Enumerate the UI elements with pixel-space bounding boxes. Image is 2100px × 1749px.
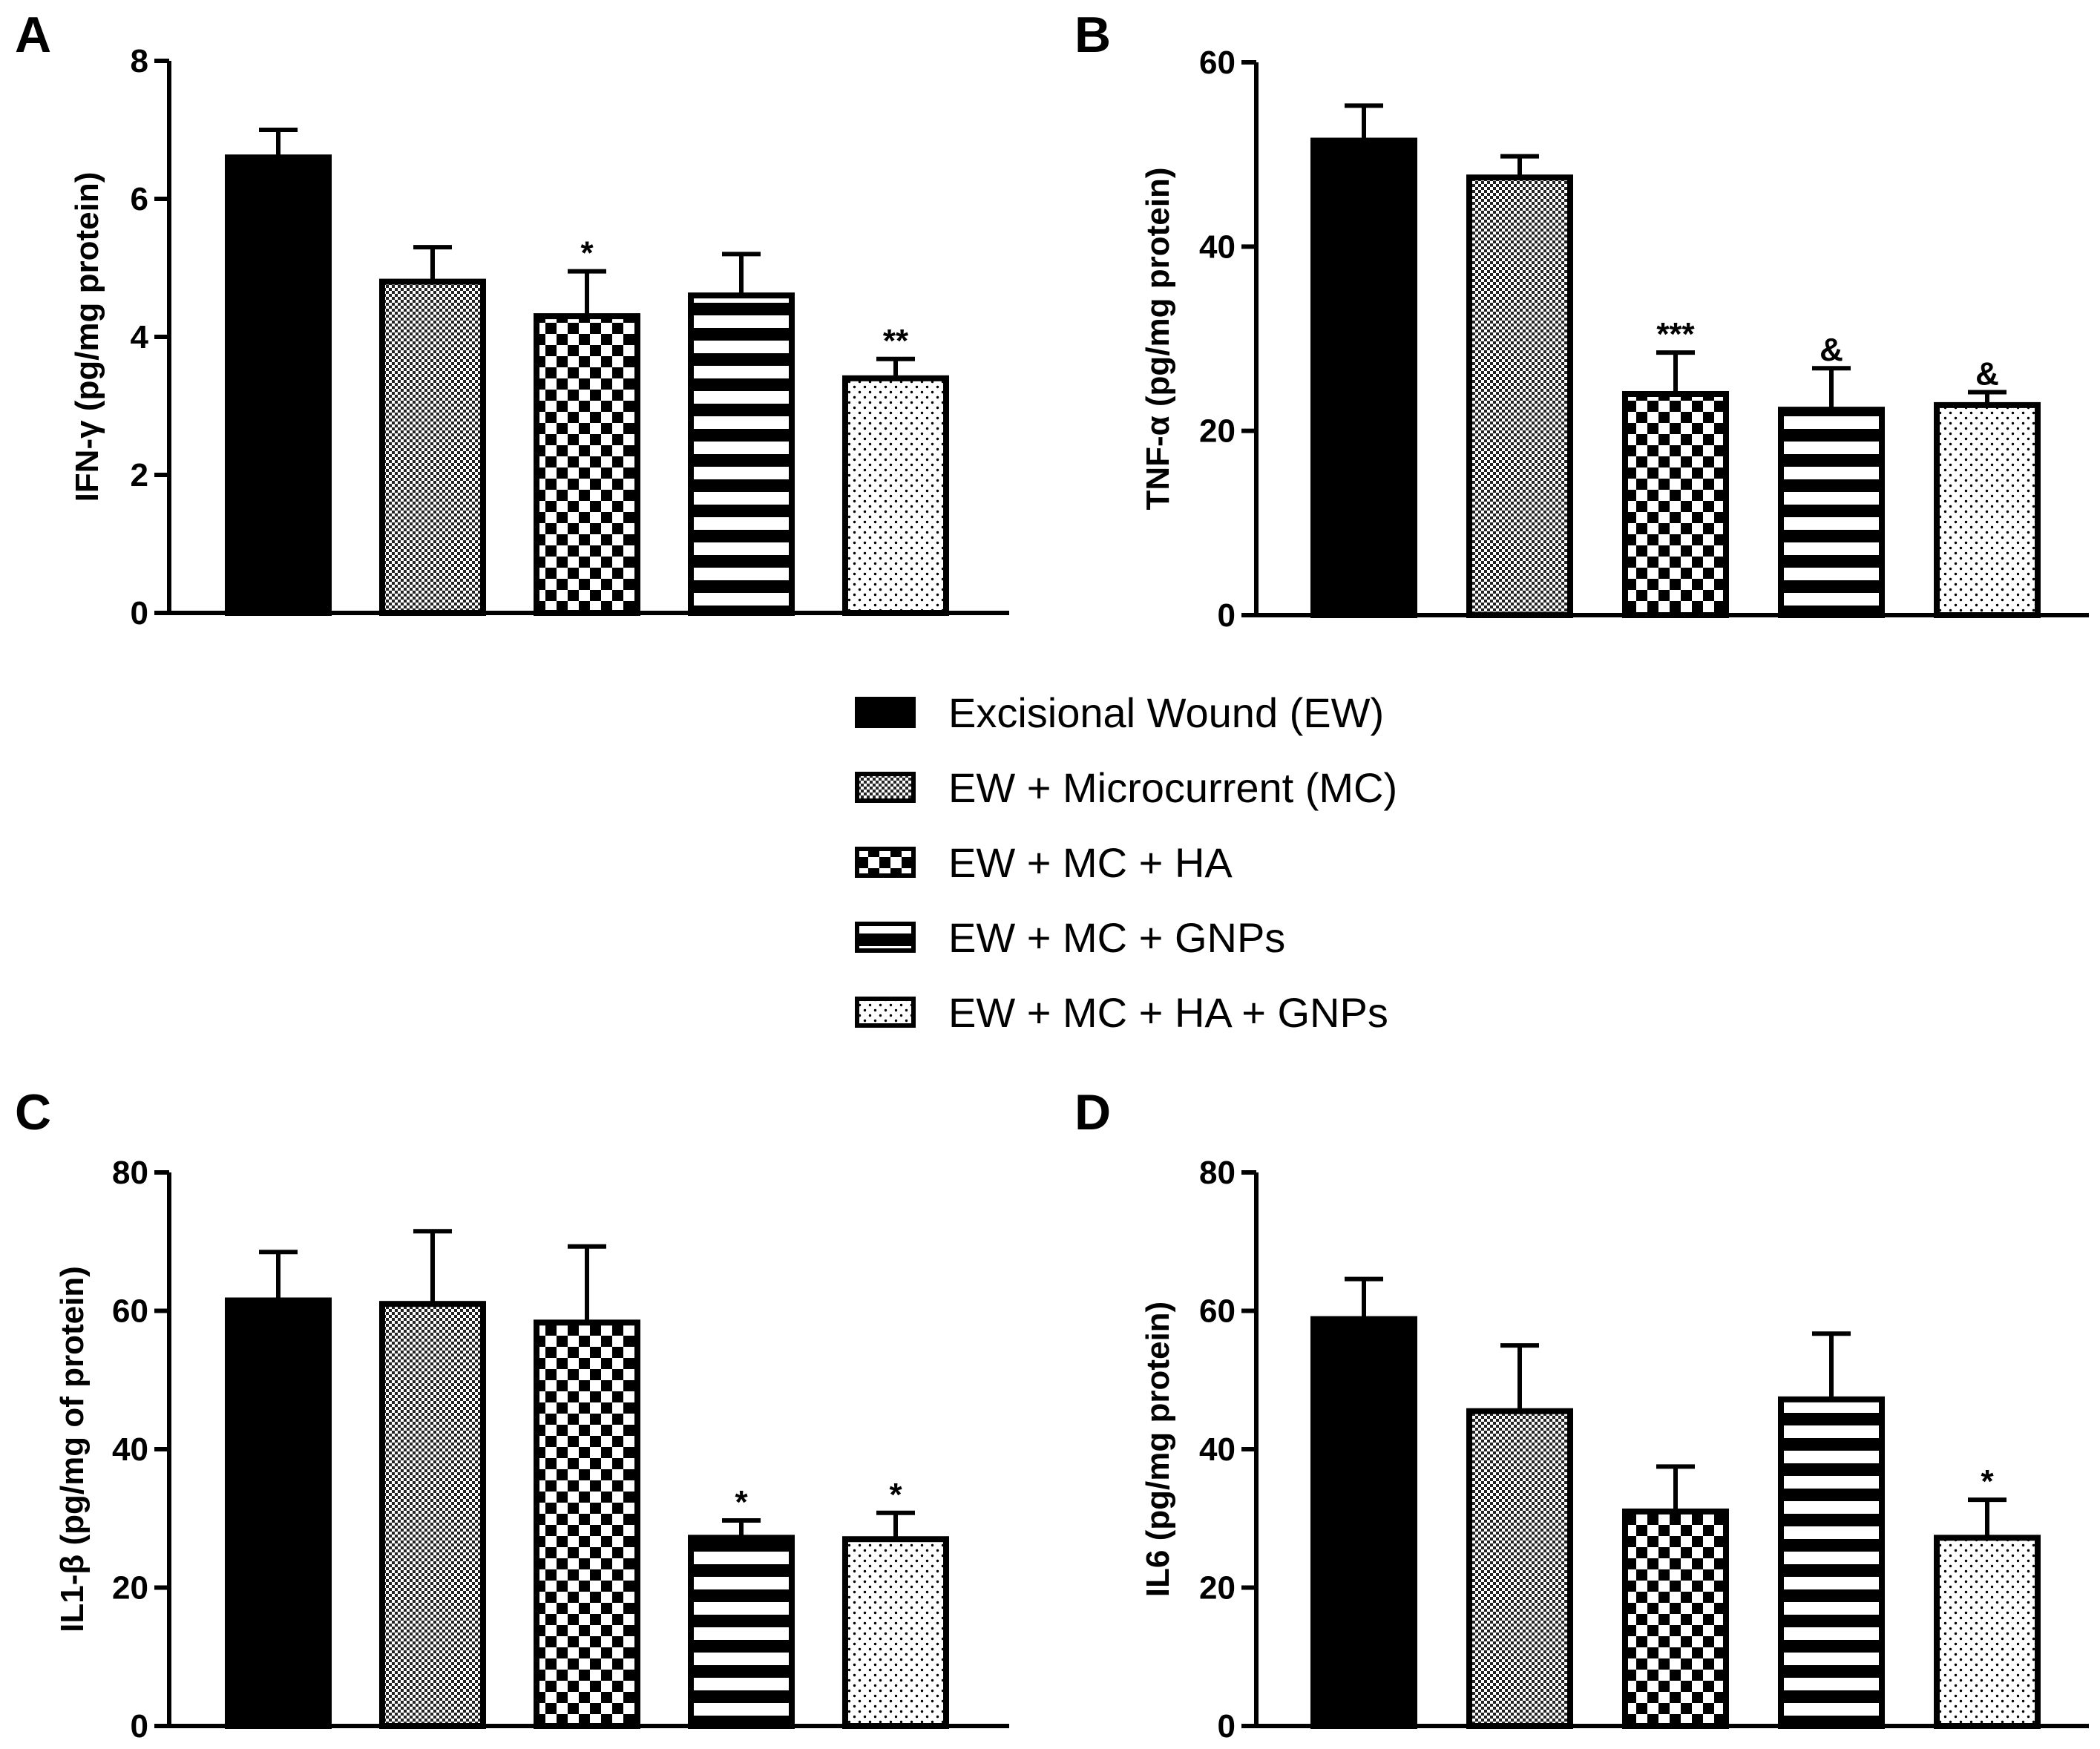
bar (1310, 1316, 1417, 1729)
y-tick-label: 0 (131, 595, 148, 631)
y-tick-label: 2 (131, 457, 148, 493)
y-tick-label: 60 (1199, 45, 1236, 81)
bar (1466, 174, 1573, 619)
y-tick-label: 0 (1218, 597, 1236, 634)
panel-letter: D (1074, 1084, 1111, 1141)
bar (225, 1297, 332, 1729)
y-tick-label: 40 (1199, 1431, 1236, 1468)
legend-swatch (855, 997, 916, 1028)
significance-label: * (735, 1484, 748, 1520)
legend-label: EW + Microcurrent (MC) (948, 764, 1397, 811)
bar (688, 292, 795, 616)
bar (379, 278, 486, 616)
significance-label: & (1820, 332, 1843, 368)
y-tick-label: 80 (112, 1155, 148, 1191)
y-tick-label: 40 (1199, 229, 1236, 265)
bar (842, 1536, 949, 1730)
y-tick-label: 60 (112, 1293, 148, 1330)
panel-letter: C (15, 1084, 51, 1141)
bar (1622, 391, 1729, 618)
bar (1778, 1396, 1885, 1729)
y-tick-label: 20 (1199, 413, 1236, 450)
y-axis-title: IL6 (pg/mg protein) (1140, 1302, 1176, 1597)
panel-c: C IL1-β (pg/mg of protein) * * 0 20 40 60 80 (15, 1084, 1009, 1745)
significance-label: & (1975, 356, 1999, 393)
legend-label: EW + MC + HA + GNPs (948, 989, 1388, 1036)
y-tick-label: 60 (1199, 1293, 1236, 1330)
bar (534, 1319, 640, 1730)
panel-b: B TNF-α (pg/mg protein) *** & & 0 20 40 60 (1074, 7, 2089, 634)
y-tick-label: 20 (112, 1570, 148, 1607)
significance-label: ** (883, 323, 909, 359)
significance-label: * (889, 1477, 902, 1513)
bar (688, 1535, 795, 1730)
y-axis-title: IFN-γ (pg/mg protein) (69, 172, 105, 502)
y-tick-label: 4 (131, 319, 149, 355)
y-tick-label: 8 (131, 43, 148, 79)
y-axis-title: TNF-α (pg/mg protein) (1140, 167, 1176, 510)
legend-label: EW + MC + GNPs (948, 914, 1285, 961)
y-axis-title: IL1-β (pg/mg of protein) (54, 1266, 91, 1632)
y-tick-label: 40 (112, 1431, 148, 1468)
bar (1310, 137, 1417, 618)
significance-label: *** (1656, 316, 1695, 352)
legend: Excisional Wound (EW) EW + Microcurrent (… (855, 689, 1397, 1036)
bar (534, 313, 640, 616)
y-tick-label: 0 (131, 1708, 148, 1745)
y-tick-label: 6 (131, 181, 148, 217)
bar (1778, 407, 1885, 618)
legend-swatch (855, 772, 916, 803)
panel-letter: B (1074, 7, 1111, 63)
bar (1934, 1535, 2041, 1730)
bar (225, 154, 332, 616)
legend-swatch (855, 922, 916, 953)
panel-letter: A (15, 7, 51, 63)
y-tick-label: 0 (1218, 1708, 1236, 1745)
legend-swatch (855, 697, 916, 728)
significance-label: * (1981, 1463, 1994, 1500)
panel-d: D IL6 (pg/mg protein) * 0 20 40 60 80 (1074, 1084, 2089, 1745)
legend-label: Excisional Wound (EW) (948, 689, 1384, 736)
bar (1466, 1408, 1573, 1730)
legend-swatch (855, 847, 916, 878)
bar (1622, 1508, 1729, 1730)
bar (379, 1301, 486, 1730)
bar (842, 375, 949, 616)
bar (1934, 401, 2041, 619)
y-tick-label: 20 (1199, 1570, 1236, 1607)
significance-label: * (580, 235, 594, 272)
y-tick-label: 80 (1199, 1155, 1236, 1191)
legend-label: EW + MC + HA (948, 839, 1233, 886)
